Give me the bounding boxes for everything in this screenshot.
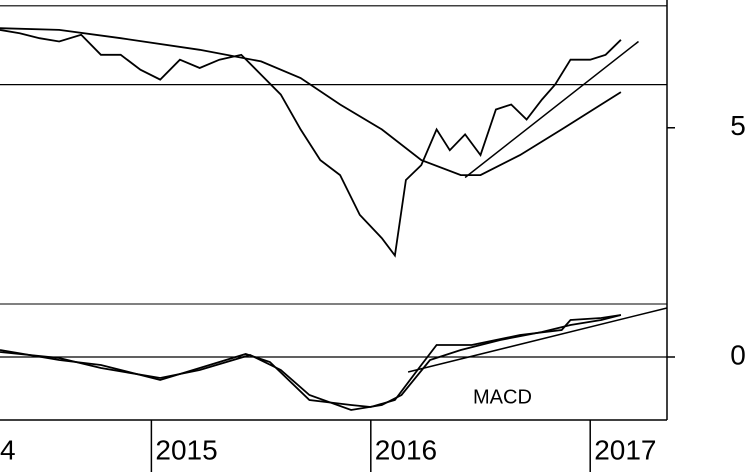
series-line <box>0 29 622 258</box>
trend-line <box>407 307 668 373</box>
series-line <box>0 27 622 176</box>
x-tick-label: 2016 <box>375 434 437 465</box>
annotation: MACD <box>473 386 532 408</box>
x-tick-label: 2017 <box>594 434 656 465</box>
y-tick-label: 5 <box>730 110 746 141</box>
trend-line <box>464 40 639 179</box>
series-line <box>0 314 622 411</box>
y-tick-label: 0 <box>730 339 746 370</box>
x-tick-label: 4 <box>0 434 16 465</box>
x-tick-label: 2015 <box>155 434 217 465</box>
